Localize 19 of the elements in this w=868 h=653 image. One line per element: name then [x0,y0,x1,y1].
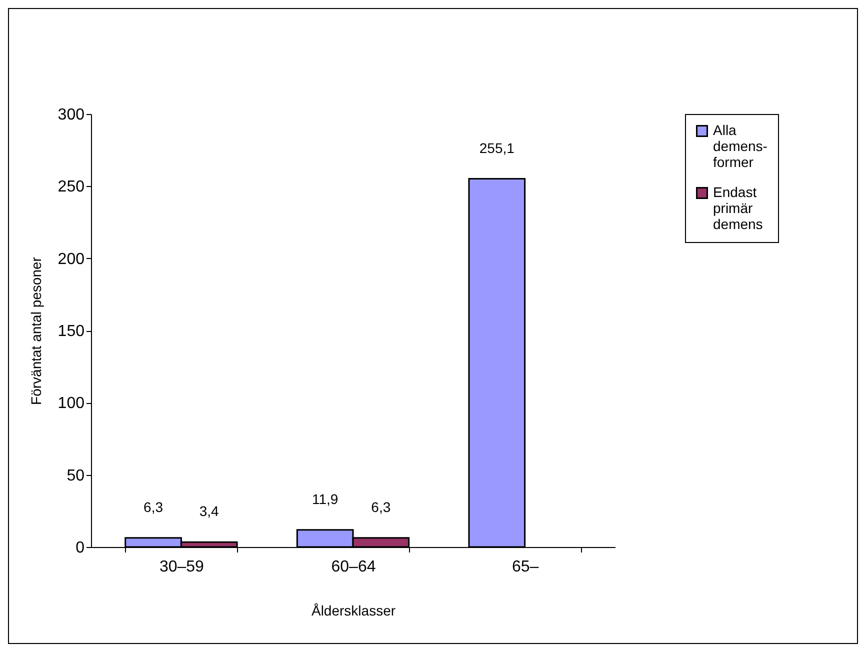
x-tick-label: 65– [512,558,539,576]
y-tick-label: 150 [58,323,85,340]
y-tick-label: 300 [58,106,85,124]
y-tick-label: 0 [76,540,85,556]
y-tick-label: 250 [58,178,85,196]
x-axis-title: Åldersklasser [311,602,396,618]
data-label: 6,3 [144,498,164,515]
legend-label: Alla demens-former [713,122,768,170]
y-axis-title: Förväntat antal pesoner [28,256,44,405]
x-tick-label: 60–64 [331,558,376,576]
legend-label: Endast primär demens [713,184,763,232]
data-label: 255,1 [479,140,515,156]
data-label: 6,3 [371,498,391,515]
data-label: 3,4 [199,503,220,520]
x-tick-label: 30–59 [159,558,204,576]
y-tick-label: 200 [58,250,85,268]
y-tick-label: 100 [58,395,85,412]
y-tick-label: 50 [66,467,85,484]
data-label: 11,9 [312,490,338,507]
